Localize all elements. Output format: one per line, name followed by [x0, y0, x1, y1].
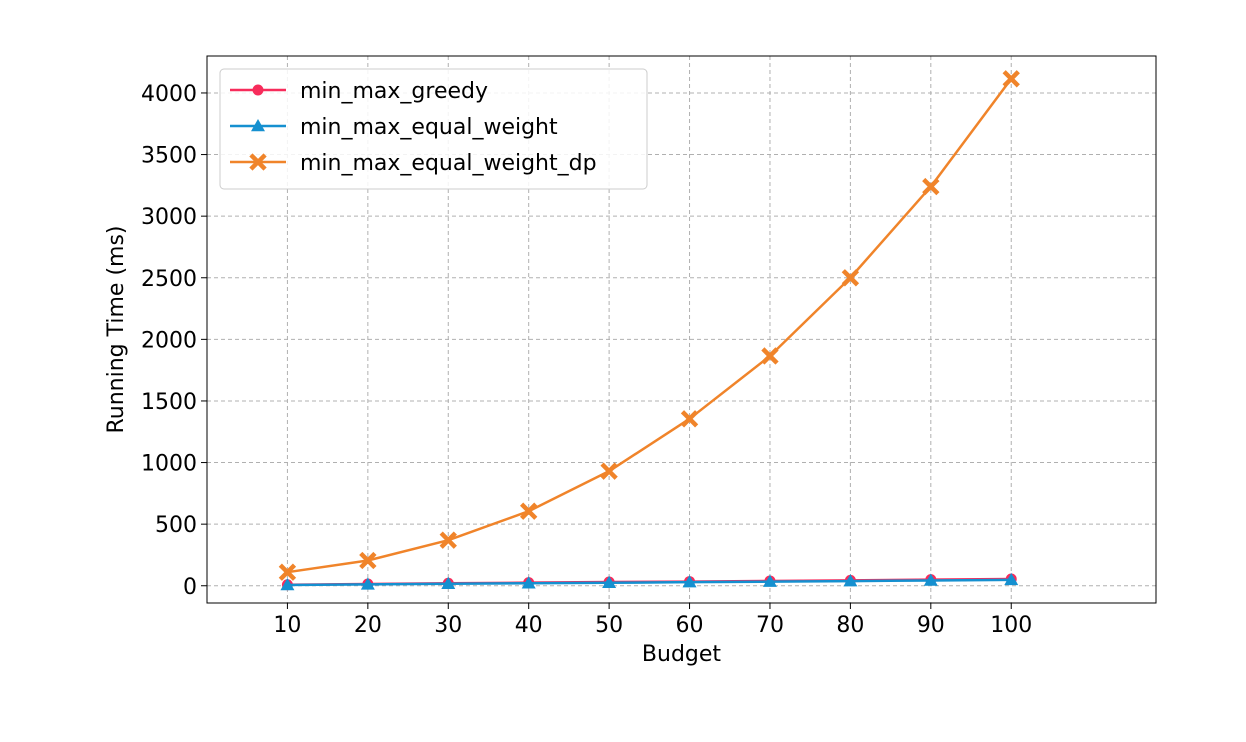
legend-label: min_max_greedy: [300, 79, 488, 104]
series-min-max-equal-weight: [280, 572, 1019, 591]
data-point: [602, 575, 617, 589]
data-point: [680, 410, 699, 428]
data-point: [521, 576, 536, 589]
legend-label: min_max_equal_weight: [300, 115, 558, 140]
y-tick-label: 4000: [141, 82, 197, 107]
data-point: [1002, 70, 1020, 88]
y-axis-ticks: 0 500 1000 1500 2000 2500 3000 3500 4000: [141, 82, 207, 600]
y-tick-label: 1000: [141, 452, 197, 477]
x-tick-label: 50: [595, 613, 623, 638]
x-tick-label: 80: [836, 613, 864, 638]
x-tick-label: 20: [354, 613, 382, 638]
x-axis-ticks: 10 20 30 40 50 60 70 80 90 100: [273, 603, 1032, 638]
x-tick-label: 60: [676, 613, 704, 638]
legend-marker: [252, 84, 264, 96]
x-tick-label: 100: [990, 613, 1032, 638]
data-point: [843, 574, 858, 587]
data-point: [280, 578, 295, 591]
data-point: [441, 576, 456, 590]
x-tick-label: 10: [273, 613, 301, 638]
series-layer: [278, 70, 1020, 591]
data-point: [922, 177, 940, 196]
data-point: [520, 502, 538, 520]
x-tick-label: 90: [917, 613, 945, 638]
legend-marker: [251, 119, 265, 132]
data-point: [762, 574, 777, 587]
y-tick-label: 2000: [141, 328, 197, 353]
y-tick-label: 3500: [141, 144, 197, 169]
legend-item: min_max_equal_weight_dp: [230, 151, 597, 176]
y-axis-label: Running Time (ms): [104, 225, 129, 433]
data-point: [278, 563, 297, 581]
data-point: [1004, 572, 1019, 586]
y-tick-label: 1500: [141, 390, 197, 415]
x-tick-label: 70: [756, 613, 784, 638]
data-point: [359, 551, 377, 570]
data-point: [841, 269, 860, 287]
legend-box: [219, 68, 648, 190]
y-tick-label: 3000: [141, 205, 197, 230]
legend-item: min_max_equal_weight: [230, 115, 558, 140]
series-line: [287, 578, 1012, 587]
data-point: [600, 462, 618, 480]
y-tick-label: 0: [183, 575, 197, 600]
legend-label: min_max_equal_weight_dp: [300, 151, 597, 176]
x-tick-label: 40: [515, 613, 543, 638]
data-point: [923, 573, 938, 586]
series-min-max-equal-weight-dp: [278, 70, 1020, 581]
x-axis-label: Budget: [642, 642, 722, 667]
legend: min_max_greedy min_max_equal_weight min_ma…: [219, 68, 648, 190]
x-tick-label: 30: [434, 613, 462, 638]
y-tick-label: 2500: [141, 267, 197, 292]
legend-marker: [249, 153, 267, 171]
data-point: [439, 531, 457, 549]
y-tick-label: 500: [155, 513, 197, 538]
data-point: [360, 577, 375, 590]
data-point: [761, 347, 779, 365]
series-line: [287, 78, 1013, 574]
legend-item: min_max_greedy: [230, 79, 488, 104]
plot-frame: [206, 55, 1157, 604]
data-point: [682, 575, 697, 588]
